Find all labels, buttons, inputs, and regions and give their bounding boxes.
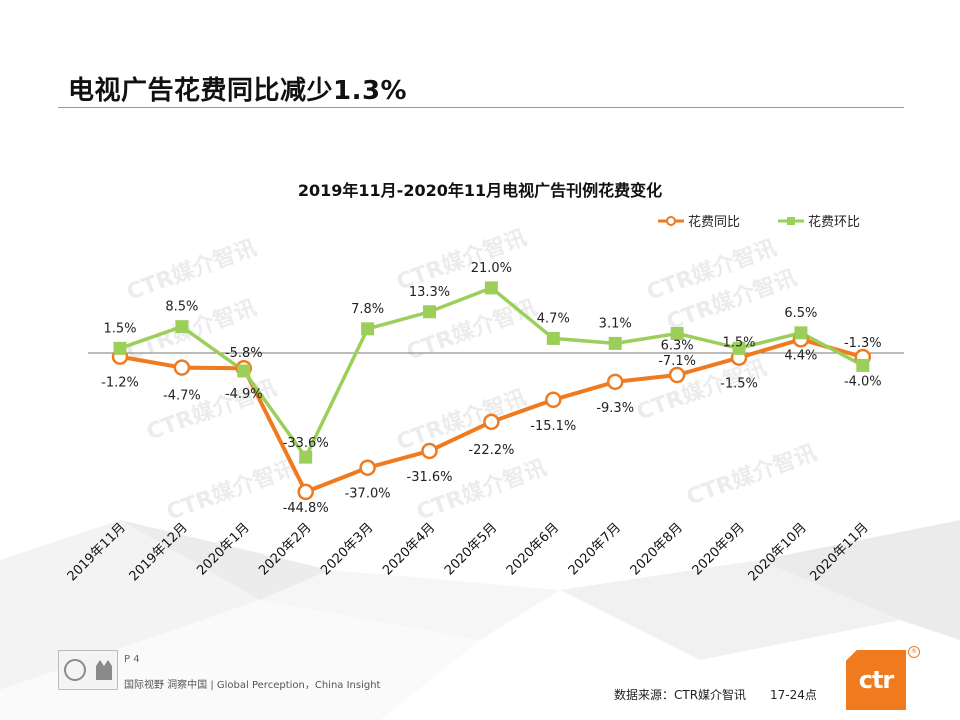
x-tick-label: 2019年12月 xyxy=(127,520,191,584)
yoy-data-label: -1.5% xyxy=(720,377,758,392)
footer-slogan: 国际视野 洞察中国 | Global Perception，China Insi… xyxy=(124,680,381,691)
ctr-logo-text: ctr xyxy=(858,666,895,694)
yoy-point xyxy=(483,413,500,431)
data-source: 数据来源：CTR媒介智讯 17-24点 xyxy=(614,688,817,702)
x-tick-label: 2020年10月 xyxy=(746,520,810,584)
registered-mark-icon: ® xyxy=(908,646,920,658)
yoy-point xyxy=(359,459,376,476)
mom-point xyxy=(237,364,251,378)
title-divider xyxy=(58,107,904,108)
mom-data-label: 1.5% xyxy=(103,321,136,336)
watermark-text: CTR媒介智讯 xyxy=(163,455,300,526)
yoy-data-label: -1.3% xyxy=(844,336,882,351)
yoy-data-label: -44.8% xyxy=(283,501,329,516)
legend-label-0: 花费同比 xyxy=(688,214,740,230)
mom-data-label: 7.8% xyxy=(351,302,384,317)
legend-label-1: 花费环比 xyxy=(808,214,860,230)
mom-point xyxy=(546,331,560,345)
mom-point xyxy=(299,450,313,464)
x-tick-label: 2020年9月 xyxy=(690,520,748,578)
yoy-data-label: -4.7% xyxy=(163,389,201,404)
x-tick-label: 2020年11月 xyxy=(808,520,872,584)
yoy-point xyxy=(606,373,624,391)
x-tick-label: 2020年4月 xyxy=(380,520,438,578)
chart-title: 2019年11月-2020年11月电视广告刊例花费变化 xyxy=(298,181,662,200)
yoy-data-label: -7.1% xyxy=(658,354,696,369)
x-tick-label: 2020年6月 xyxy=(504,520,562,578)
mom-point xyxy=(423,305,436,319)
x-tick-label: 2020年2月 xyxy=(256,520,314,578)
yoy-data-label: -4.9% xyxy=(225,387,263,402)
mom-data-label: -4.0% xyxy=(844,374,882,389)
mom-point xyxy=(732,341,746,355)
mom-point xyxy=(670,326,684,340)
x-tick-label: 2019年11月 xyxy=(65,520,129,584)
mom-data-label: 13.3% xyxy=(409,285,450,300)
yoy-point xyxy=(297,483,314,501)
yoy-data-label: -37.0% xyxy=(345,487,391,502)
sgs-seal-icon xyxy=(64,659,86,681)
mom-data-label: -5.8% xyxy=(225,346,263,361)
mom-data-label: 1.5% xyxy=(722,335,755,350)
yoy-data-label: -9.3% xyxy=(596,401,634,416)
mom-data-label: 6.3% xyxy=(661,338,694,353)
mom-data-label: 6.5% xyxy=(784,306,817,321)
x-tick-label: 2020年7月 xyxy=(566,520,624,578)
watermark-text: CTR媒介智讯 xyxy=(683,440,820,511)
yoy-data-label: 4.4% xyxy=(784,348,817,363)
mom-point xyxy=(113,341,127,355)
yoy-data-label: -15.1% xyxy=(530,419,576,434)
slide-title: 电视广告花费同比减少1.3% xyxy=(68,76,408,106)
certification-badge-icon xyxy=(58,650,118,690)
yoy-point xyxy=(173,359,191,376)
legend-marker-1 xyxy=(787,217,795,225)
mom-data-label: 3.1% xyxy=(599,316,632,331)
yoy-data-label: -1.2% xyxy=(101,376,139,391)
x-tick-label: 2020年3月 xyxy=(318,520,376,578)
watermark-text: CTR媒介智讯 xyxy=(413,455,550,526)
ctr-logo: ctr xyxy=(846,650,906,710)
yoy-point xyxy=(421,442,438,460)
yoy-data-label: -31.6% xyxy=(407,470,453,485)
page-number: P 4 xyxy=(124,654,140,665)
mom-data-label: 4.7% xyxy=(537,311,570,326)
mom-point xyxy=(856,358,870,372)
mom-point xyxy=(794,326,808,340)
mom-point xyxy=(361,322,375,336)
yoy-data-label: -22.2% xyxy=(468,443,514,458)
mom-data-label: -33.6% xyxy=(283,436,329,451)
x-tick-label: 2020年8月 xyxy=(628,520,686,578)
watermark-text: CTR媒介智讯 xyxy=(143,375,280,446)
yoy-point xyxy=(545,391,562,409)
yoy-point xyxy=(668,366,686,384)
x-tick-label: 2020年1月 xyxy=(194,520,252,578)
legend-marker-0 xyxy=(666,216,676,226)
watermark-text: CTR媒介智讯 xyxy=(123,235,260,306)
mom-data-label: 8.5% xyxy=(165,300,198,315)
ukas-crown-icon xyxy=(96,660,112,680)
mom-data-label: 21.0% xyxy=(471,261,512,276)
x-tick-label: 2020年5月 xyxy=(442,520,500,578)
mom-point xyxy=(484,281,498,295)
mom-point xyxy=(608,336,622,350)
mom-point xyxy=(175,320,189,334)
